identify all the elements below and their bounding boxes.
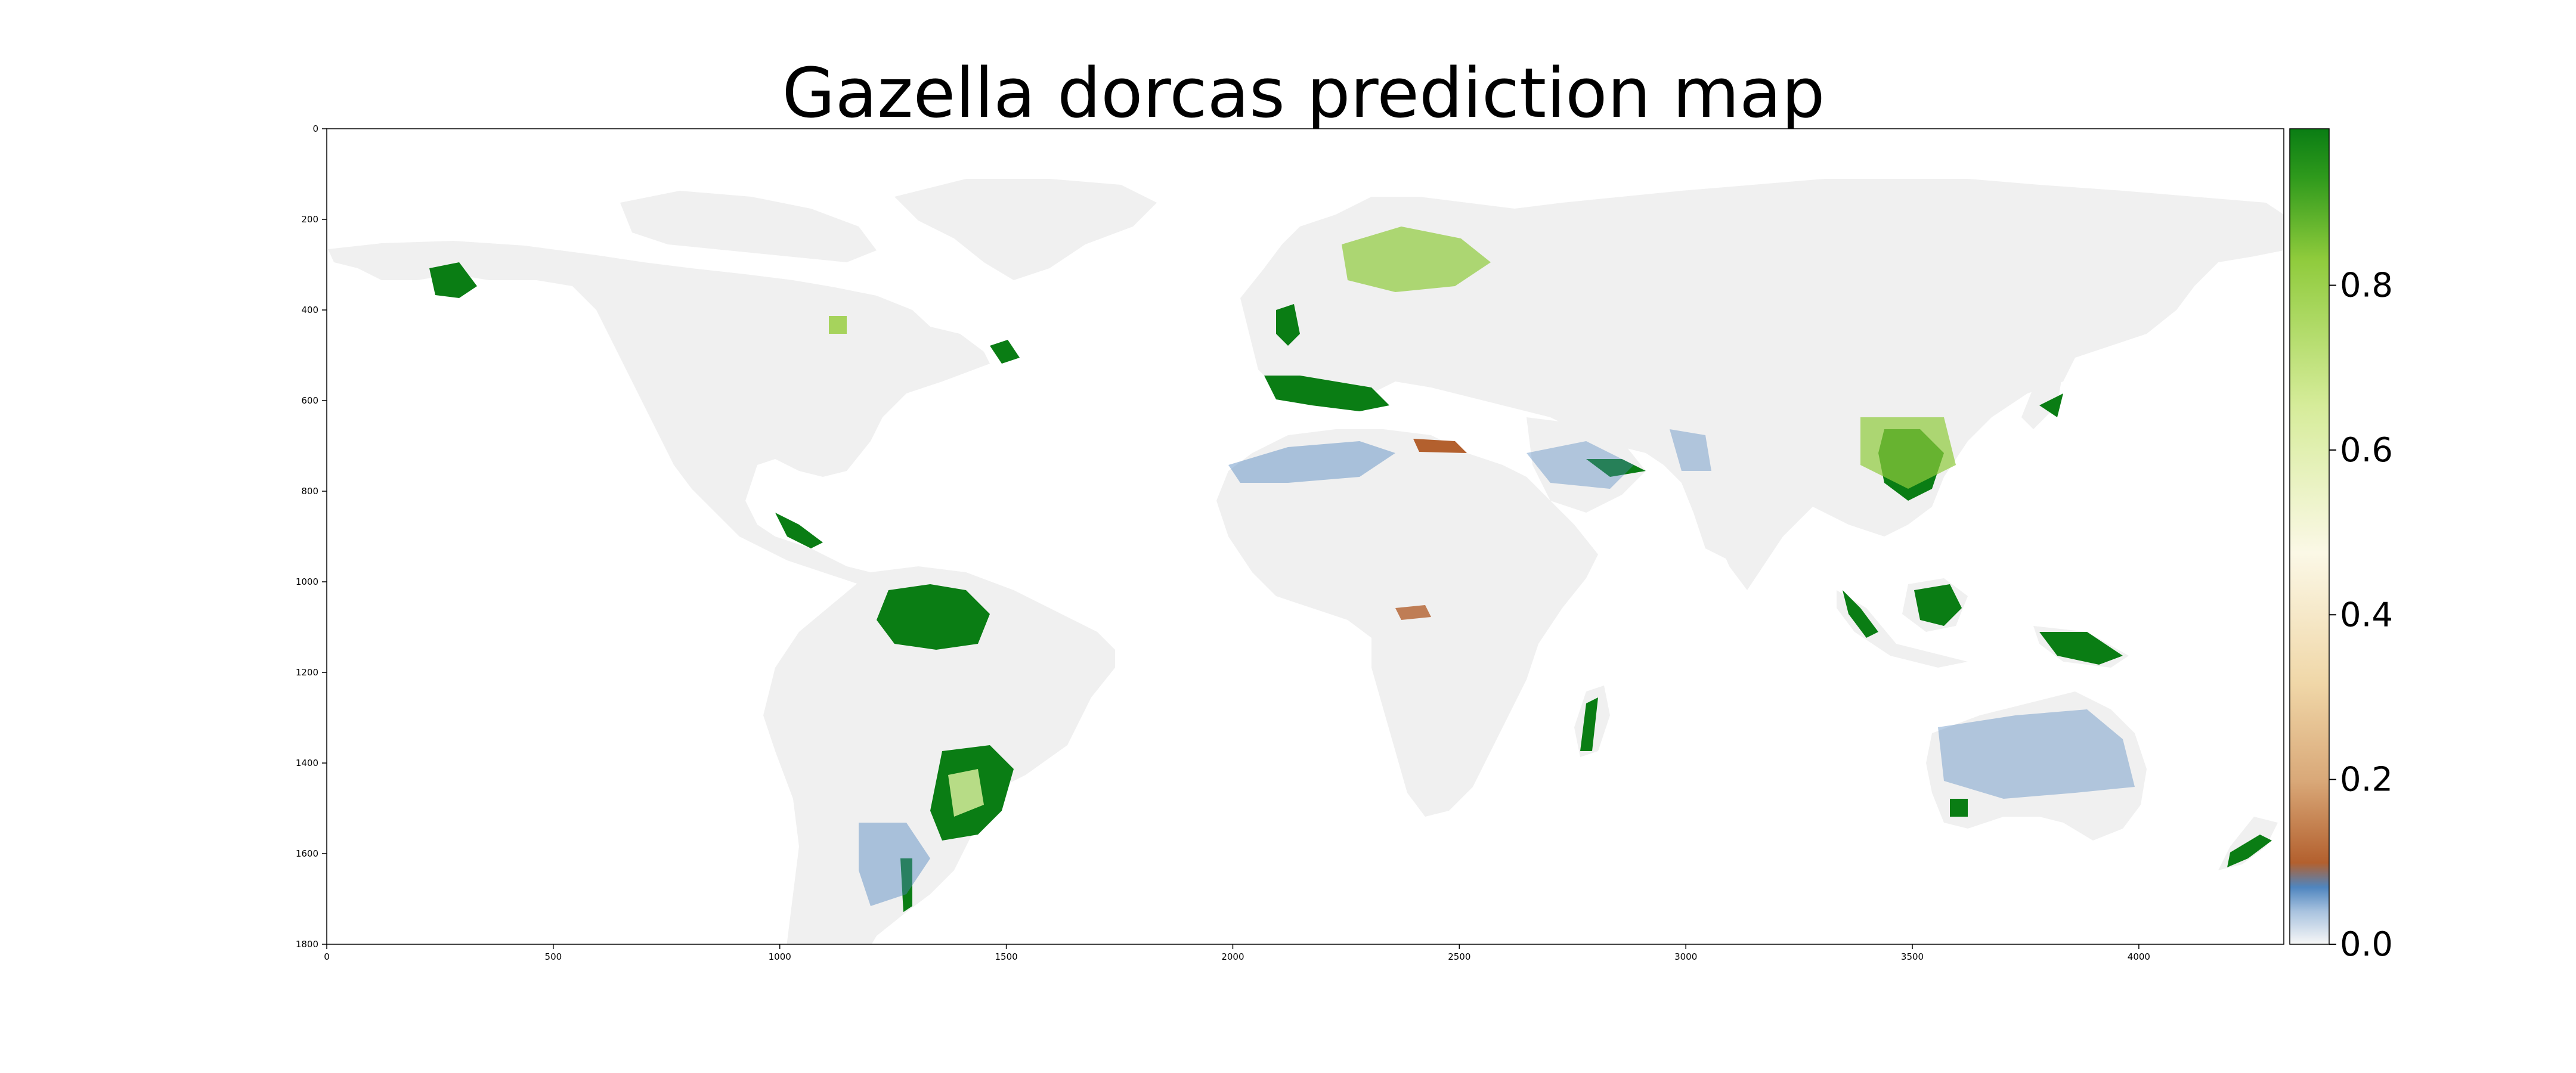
scandinavia-mid-prediction: [1342, 227, 1491, 292]
prediction-overlay-layer: [429, 227, 2272, 912]
colorbar: 0.0 0.2 0.4 0.6 0.8: [2289, 128, 2393, 964]
x-tick-label: 2500: [1448, 951, 1470, 962]
africa-landmass: [1216, 429, 1598, 817]
map-frame: [326, 128, 2284, 945]
australia-landmass: [1926, 691, 2147, 841]
australia-sw-high-prediction: [1950, 799, 1968, 817]
australia-blue-prediction: [1938, 709, 2135, 799]
south-america-light-prediction: [948, 769, 984, 817]
colorbar-gradient: [2289, 128, 2330, 945]
x-tick-label: 500: [545, 951, 562, 962]
x-tick-label: 4000: [2128, 951, 2150, 962]
argentina-blue-prediction: [859, 823, 930, 906]
europe-high-prediction: [1264, 376, 1389, 411]
x-tick-label: 2000: [1221, 951, 1244, 962]
alaska-high-prediction: [429, 262, 477, 298]
amazon-high-prediction: [877, 584, 990, 650]
y-tick-label: 1400: [296, 758, 318, 768]
nz-high-prediction: [2227, 835, 2272, 867]
colorbar-tick-label: 0.6: [2340, 431, 2393, 470]
newguinea-high-prediction: [2039, 632, 2123, 665]
britain-high-prediction: [1276, 304, 1300, 346]
patagonia-high-prediction: [900, 858, 912, 912]
x-tick-label: 3000: [1674, 951, 1697, 962]
colorbar-tick-label: 0.0: [2340, 925, 2393, 964]
pakistan-blue-prediction: [1670, 429, 1711, 471]
greenland-landmass: [894, 179, 1157, 280]
libya-brown-prediction: [1413, 439, 1467, 453]
colorbar-tick-label: 0.2: [2340, 761, 2393, 799]
x-tick-label: 1000: [769, 951, 791, 962]
y-tick-label: 400: [301, 305, 318, 315]
colorbar-tick-label: 0.4: [2340, 596, 2393, 634]
y-tick-label: 1200: [296, 667, 318, 678]
y-tick-label: 600: [301, 395, 318, 406]
canada-mid-prediction: [829, 316, 847, 334]
y-tick-label: 1000: [296, 576, 318, 587]
map-plot-area: [326, 128, 2284, 945]
japan-landmass: [2021, 358, 2063, 429]
landmass-layer: [328, 179, 2284, 944]
middle-east-blue-prediction: [1527, 441, 1634, 489]
north-africa-blue-prediction: [1228, 441, 1395, 483]
arctic-islands-landmass: [620, 191, 877, 262]
x-axis: 0 500 1000 1500 2000 2500 3000 3500 4000: [324, 944, 2150, 962]
x-tick-label: 3500: [1901, 951, 1924, 962]
colorbar-ticks: 0.0 0.2 0.4 0.6 0.8: [2329, 266, 2393, 964]
x-tick-label: 1500: [995, 951, 1017, 962]
y-tick-label: 1600: [296, 848, 318, 859]
y-axis: 0 200 400 600 800 1000 1200 1400 1600 1800: [296, 123, 327, 950]
y-tick-label: 200: [301, 214, 318, 225]
sahel-brown-prediction: [1395, 605, 1431, 620]
newfoundland-high-prediction: [990, 340, 1020, 364]
borneo-high-prediction: [1914, 584, 1962, 626]
japan-high-prediction: [2039, 393, 2063, 417]
y-tick-label: 800: [301, 486, 318, 497]
sumatra-high-prediction: [1843, 590, 1878, 638]
arabia-landmass: [1527, 417, 1646, 513]
south-america-landmass: [763, 566, 1115, 944]
x-tick-label: 0: [324, 951, 330, 962]
y-tick-label: 0: [312, 123, 318, 134]
madagascar-high-prediction: [1580, 697, 1598, 751]
central-america-high-prediction: [775, 513, 823, 548]
north-america-landmass: [328, 241, 990, 584]
map-title: Gazella dorcas prediction map: [782, 54, 1825, 134]
india-landmass: [1693, 441, 1825, 590]
eurasia-landmass: [1240, 179, 2284, 560]
china-mid-prediction: [1860, 417, 1956, 489]
caspian-high-prediction: [1586, 459, 1646, 477]
y-tick-label: 1800: [296, 939, 318, 950]
colorbar-tick-label: 0.8: [2340, 266, 2393, 305]
